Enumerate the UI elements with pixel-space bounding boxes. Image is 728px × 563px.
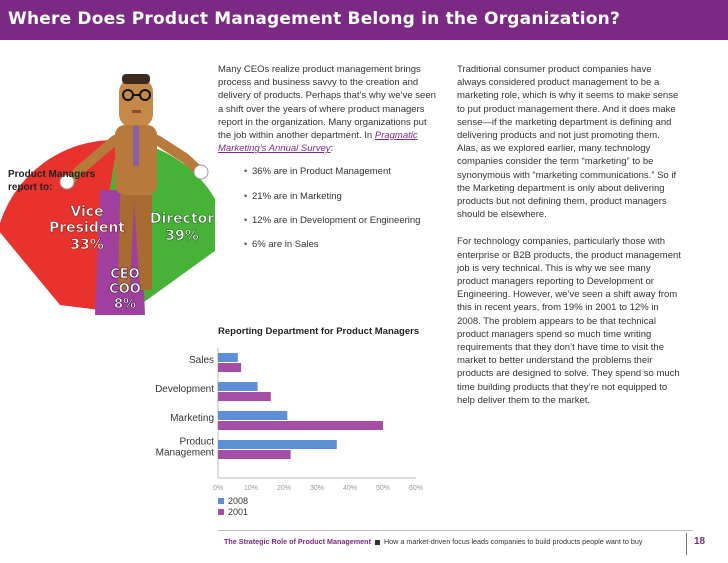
pie-label-vp-line2: President — [49, 220, 125, 236]
bullet-item: 36% are in Product Management — [244, 165, 440, 178]
figure-illustration — [59, 74, 209, 290]
footer-text: The Strategic Role of Product Management… — [224, 537, 642, 546]
page-title: Where Does Product Management Belong in … — [8, 9, 621, 29]
category-label: Management — [156, 448, 215, 459]
body-paragraph-2: For technology companies, particularly t… — [457, 236, 681, 406]
x-tick-label: 50% — [376, 485, 390, 492]
x-tick-label: 40% — [343, 485, 357, 492]
pie-label-ceo-line1: CEO — [110, 267, 139, 282]
footer-subtitle: How a market-driven focus leads companie… — [383, 537, 643, 546]
title-bar: Where Does Product Management Belong in … — [0, 0, 728, 40]
page-number: 18 — [694, 536, 706, 547]
pie-svg: Vice President 33% Director 39% CEO COO … — [0, 74, 215, 315]
link-suffix: : — [330, 143, 334, 155]
pie-label-director-value: 39% — [165, 228, 199, 244]
footer-divider — [686, 533, 687, 555]
bar-2008 — [218, 382, 258, 391]
x-tick-label: 20% — [277, 485, 291, 492]
category-label: Marketing — [170, 413, 214, 424]
legend-label: 2008 — [228, 496, 248, 506]
legend-label: 2001 — [228, 507, 248, 517]
category-label: Product — [180, 437, 215, 448]
category-label: Sales — [189, 355, 214, 366]
bullet-item: 12% are in Development or Engineering — [244, 214, 440, 227]
pie-chart: Vice President 33% Director 39% CEO COO … — [0, 40, 215, 320]
intro-column: Many CEOs realize product management bri… — [218, 63, 440, 262]
intro-paragraph: Many CEOs realize product management bri… — [218, 63, 440, 155]
body-paragraph-1: Traditional consumer product companies h… — [457, 64, 679, 221]
legend-swatch — [218, 509, 224, 515]
pie-label-director-line1: Director — [150, 211, 214, 227]
bar-2001 — [218, 363, 242, 372]
bar-2008 — [218, 353, 238, 362]
x-tick-label: 0% — [213, 485, 223, 492]
body-column: Traditional consumer product companies h… — [457, 63, 682, 407]
chart-title: Reporting Department for Product Manager… — [218, 326, 420, 337]
survey-link[interactable]: Pragmatic Marketing’s Annual Survey — [218, 130, 418, 155]
x-tick-label: 30% — [310, 485, 324, 492]
pie-label-vp-line1: Vice — [70, 204, 103, 220]
pie-label-ceo-line2: COO — [109, 282, 141, 297]
bar-2008 — [218, 440, 337, 449]
pie-label-vp-value: 33% — [70, 237, 104, 253]
category-label: Development — [155, 384, 214, 395]
bar-2001 — [218, 392, 271, 401]
x-tick-label: 10% — [244, 485, 258, 492]
bullet-item: 6% are in Sales — [244, 238, 440, 251]
pie-caption: Product Managers report to: — [8, 169, 96, 193]
bar-2001 — [218, 450, 291, 459]
square-bullet-icon — [374, 539, 380, 545]
footer: The Strategic Role of Product Management… — [218, 530, 728, 560]
bullet-item: 21% are in Marketing — [244, 190, 440, 203]
x-tick-label: 60% — [409, 485, 423, 492]
footer-rule — [218, 530, 693, 531]
footer-book-title: The Strategic Role of Product Management — [224, 537, 371, 546]
intro-text: Many CEOs realize product management bri… — [218, 64, 436, 142]
legend-swatch — [218, 498, 224, 504]
pie-slice-vice-president — [0, 139, 118, 310]
bar-chart: Sales Development Marketing ProductManageme… — [155, 348, 423, 517]
pie-label-ceo-value: 8% — [114, 297, 136, 312]
bar-2001 — [218, 421, 383, 430]
survey-bullets: 36% are in Product Management 21% are in… — [244, 165, 440, 251]
bar-2008 — [218, 411, 288, 420]
